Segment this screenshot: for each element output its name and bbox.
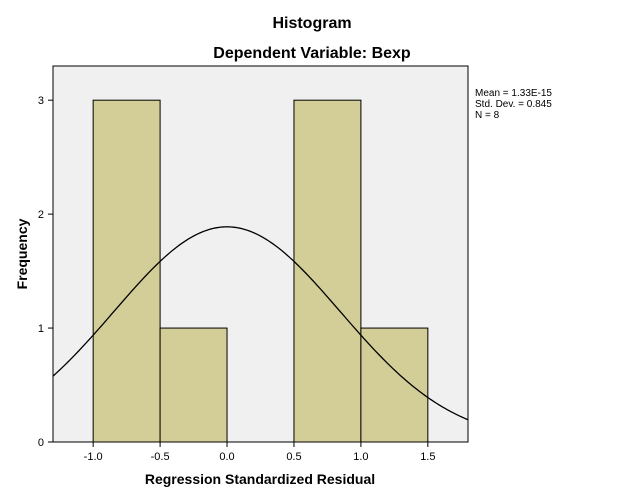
histogram-bar-4 <box>360 327 429 443</box>
x-tick-label: 0.0 <box>219 451 234 463</box>
stats-n: N = 8 <box>475 110 500 121</box>
chart-title: Histogram <box>272 15 351 32</box>
chart-subtitle: Dependent Variable: Bexp <box>213 45 411 62</box>
normal-curve <box>52 226 469 421</box>
histogram-bar-2 <box>159 327 228 443</box>
axes-group: -1.0 -0.5 0.0 0.5 1.0 1.5 0 1 2 3 <box>38 95 436 463</box>
x-tick-label: 1.0 <box>353 451 368 463</box>
y-tick-label: 1 <box>38 323 44 335</box>
y-tick-label: 0 <box>38 437 44 449</box>
histogram-bar-3 <box>293 99 362 443</box>
histogram-bar-1 <box>92 99 161 443</box>
x-axis-title: Regression Standardized Residual <box>145 471 375 487</box>
x-tick-label: 1.5 <box>420 451 435 463</box>
y-tick-label: 3 <box>38 95 44 107</box>
x-tick-label: -1.0 <box>84 451 103 463</box>
stats-std-dev: Std. Dev. = 0.845 <box>475 99 552 110</box>
y-tick-label: 2 <box>38 209 44 221</box>
stats-mean: Mean = 1.33E-15 <box>475 88 552 99</box>
y-axis-title: Frequency <box>14 218 30 289</box>
x-tick-label: 0.5 <box>286 451 301 463</box>
stats-legend: Mean = 1.33E-15 Std. Dev. = 0.845 N = 8 <box>475 88 552 121</box>
x-tick-label: -0.5 <box>151 451 170 463</box>
